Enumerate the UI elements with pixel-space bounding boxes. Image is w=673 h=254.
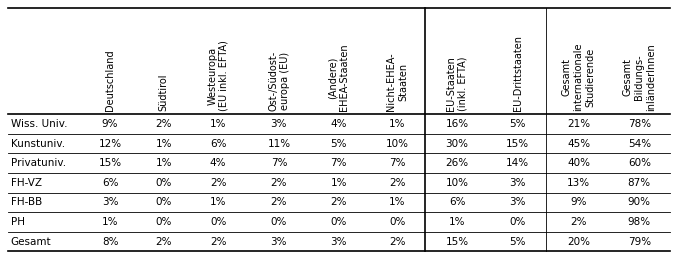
Text: 5%: 5%	[509, 237, 526, 247]
Text: 5%: 5%	[509, 119, 526, 129]
Text: 0%: 0%	[389, 217, 405, 227]
Text: Nicht-EHEA-
Staaten: Nicht-EHEA- Staaten	[386, 53, 408, 111]
Text: PH: PH	[11, 217, 25, 227]
Text: 7%: 7%	[330, 158, 347, 168]
Text: 2%: 2%	[271, 197, 287, 208]
Text: 0%: 0%	[330, 217, 347, 227]
Text: Südtirol: Südtirol	[159, 74, 169, 111]
Text: 1%: 1%	[155, 158, 172, 168]
Text: Deutschland: Deutschland	[105, 50, 115, 111]
Text: Westeuropa
(EU inkl. EFTA): Westeuropa (EU inkl. EFTA)	[207, 40, 229, 111]
Text: EU-Staaten
(inkl. EFTA): EU-Staaten (inkl. EFTA)	[446, 56, 468, 111]
Text: Privatuniv.: Privatuniv.	[11, 158, 66, 168]
Text: 1%: 1%	[330, 178, 347, 188]
Text: 1%: 1%	[389, 119, 406, 129]
Text: 98%: 98%	[628, 217, 651, 227]
Text: 3%: 3%	[271, 119, 287, 129]
Text: 90%: 90%	[628, 197, 651, 208]
Text: 3%: 3%	[271, 237, 287, 247]
Text: 1%: 1%	[102, 217, 118, 227]
Text: Gesamt
internationale
Studierende: Gesamt internationale Studierende	[562, 43, 595, 111]
Text: 1%: 1%	[210, 197, 226, 208]
Text: 14%: 14%	[506, 158, 530, 168]
Text: 8%: 8%	[102, 237, 118, 247]
Text: 11%: 11%	[267, 139, 291, 149]
Text: 2%: 2%	[210, 237, 226, 247]
Text: Gesamt: Gesamt	[11, 237, 51, 247]
Text: 15%: 15%	[446, 237, 468, 247]
Text: 7%: 7%	[271, 158, 287, 168]
Text: 0%: 0%	[271, 217, 287, 227]
Text: 6%: 6%	[210, 139, 226, 149]
Text: 9%: 9%	[570, 197, 587, 208]
Text: Ost-/Südost-
europa (EU): Ost-/Südost- europa (EU)	[268, 51, 289, 111]
Text: 10%: 10%	[386, 139, 409, 149]
Text: Kunstuniv.: Kunstuniv.	[11, 139, 65, 149]
Text: 21%: 21%	[567, 119, 590, 129]
Text: EU-Drittstaaten: EU-Drittstaaten	[513, 35, 523, 111]
Text: FH-VZ: FH-VZ	[11, 178, 42, 188]
Text: 9%: 9%	[102, 119, 118, 129]
Text: FH-BB: FH-BB	[11, 197, 42, 208]
Text: 45%: 45%	[567, 139, 590, 149]
Text: 54%: 54%	[628, 139, 651, 149]
Text: 0%: 0%	[210, 217, 226, 227]
Text: 79%: 79%	[628, 237, 651, 247]
Text: Wiss. Univ.: Wiss. Univ.	[11, 119, 67, 129]
Text: 2%: 2%	[570, 217, 587, 227]
Text: 0%: 0%	[155, 217, 172, 227]
Text: 78%: 78%	[628, 119, 651, 129]
Text: 6%: 6%	[102, 178, 118, 188]
Text: 30%: 30%	[446, 139, 468, 149]
Text: 4%: 4%	[330, 119, 347, 129]
Text: 12%: 12%	[98, 139, 122, 149]
Text: 15%: 15%	[98, 158, 122, 168]
Text: 1%: 1%	[155, 139, 172, 149]
Text: 40%: 40%	[567, 158, 590, 168]
Text: 16%: 16%	[446, 119, 468, 129]
Text: 0%: 0%	[155, 197, 172, 208]
Text: 4%: 4%	[210, 158, 226, 168]
Text: 3%: 3%	[509, 197, 526, 208]
Text: (Andere)
EHEA-Staaten: (Andere) EHEA-Staaten	[328, 44, 349, 111]
Text: 2%: 2%	[271, 178, 287, 188]
Text: 0%: 0%	[155, 178, 172, 188]
Text: 2%: 2%	[155, 237, 172, 247]
Text: 87%: 87%	[628, 178, 651, 188]
Text: 1%: 1%	[210, 119, 226, 129]
Text: 7%: 7%	[389, 158, 406, 168]
Text: 3%: 3%	[102, 197, 118, 208]
Text: 2%: 2%	[155, 119, 172, 129]
Text: Gesamt
Bildungs-
inländerInnen: Gesamt Bildungs- inländerInnen	[623, 43, 656, 111]
Text: 3%: 3%	[330, 237, 347, 247]
Text: 2%: 2%	[389, 237, 406, 247]
Text: 1%: 1%	[389, 197, 406, 208]
Text: 1%: 1%	[449, 217, 465, 227]
Text: 13%: 13%	[567, 178, 590, 188]
Text: 2%: 2%	[389, 178, 406, 188]
Text: 26%: 26%	[446, 158, 468, 168]
Text: 6%: 6%	[449, 197, 465, 208]
Text: 15%: 15%	[506, 139, 530, 149]
Text: 0%: 0%	[509, 217, 526, 227]
Text: 3%: 3%	[509, 178, 526, 188]
Text: 20%: 20%	[567, 237, 590, 247]
Text: 5%: 5%	[330, 139, 347, 149]
Text: 60%: 60%	[628, 158, 651, 168]
Text: 10%: 10%	[446, 178, 468, 188]
Text: 2%: 2%	[330, 197, 347, 208]
Text: 2%: 2%	[210, 178, 226, 188]
